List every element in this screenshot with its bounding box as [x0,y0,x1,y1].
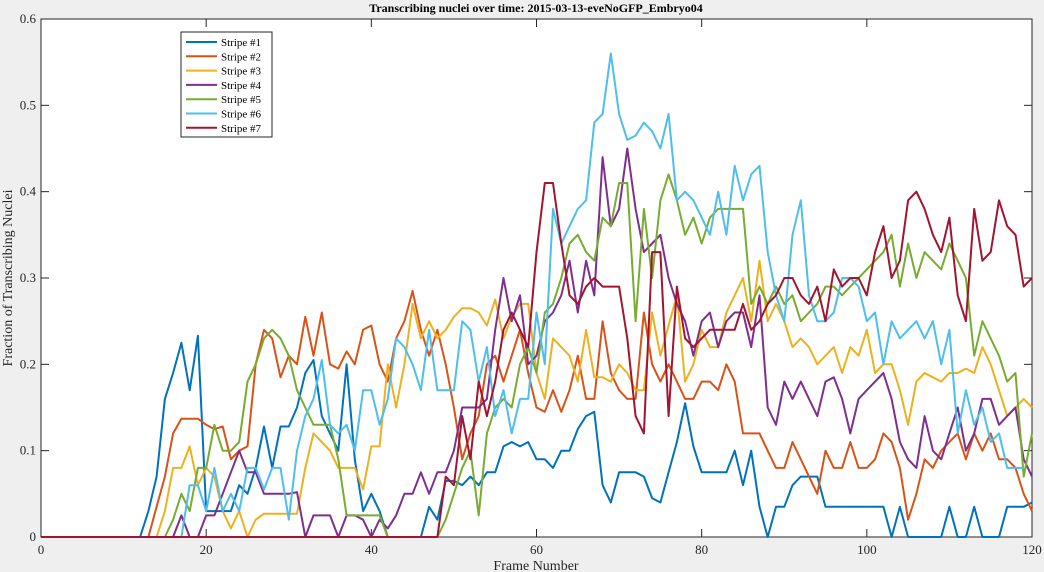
y-tick-label: 0.1 [20,443,36,458]
axis-ticks: 0 20 40 60 80 100 120 0 0.1 0.2 0.3 0.4 0.5 0.6 [20,11,1042,557]
legend-label-stripe-3: Stripe #3 [221,66,262,78]
series-line-stripe-3 [41,259,1033,538]
series-line-stripe-7 [41,182,1033,538]
x-axis-label: Frame Number [493,559,578,572]
y-tick-label: 0 [30,529,37,544]
x-tick-label: 0 [38,542,45,557]
legend-label-stripe-2: Stripe #2 [221,51,261,63]
y-axis-label: Fraction of Transcribing Nuclei [1,189,16,366]
x-tick-label: 20 [200,542,213,557]
x-tick-label: 100 [857,542,877,557]
legend-label-stripe-4: Stripe #4 [221,80,262,92]
series-line-stripe-6 [41,52,1024,538]
series-line-stripe-4 [41,147,1033,538]
y-tick-label: 0.6 [20,11,37,26]
x-tick-label: 80 [695,542,708,557]
y-tick-label: 0.2 [20,356,36,371]
series-lines [41,52,1033,538]
y-tick-label: 0.4 [20,184,37,199]
x-tick-label: 40 [365,542,378,557]
chart-title: Transcribing nuclei over time: 2015-03-1… [369,1,703,15]
legend-label-stripe-7: Stripe #7 [221,123,262,135]
x-tick-label: 120 [1022,542,1042,557]
legend: Stripe #1 Stripe #2 Stripe #3 Stripe #4 Stri… [180,31,273,138]
y-tick-label: 0.5 [20,97,36,112]
y-tick-label: 0.3 [20,270,36,285]
series-line-stripe-1 [41,334,1033,538]
legend-label-stripe-1: Stripe #1 [221,37,261,49]
legend-label-stripe-5: Stripe #5 [221,94,262,106]
legend-items: Stripe #1 Stripe #2 Stripe #3 Stripe #4 Stri… [186,37,262,135]
x-tick-label: 60 [530,542,543,557]
legend-label-stripe-6: Stripe #6 [221,109,262,121]
